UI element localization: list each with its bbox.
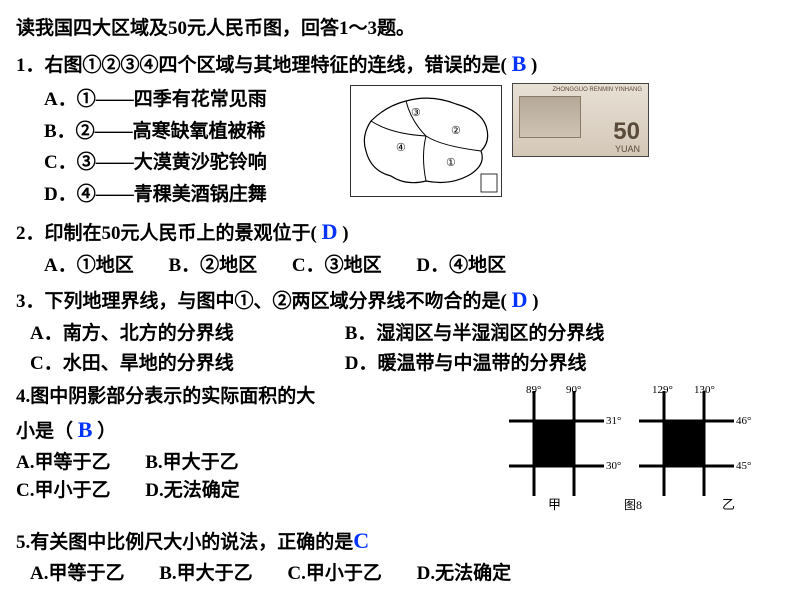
q3-opt-b: B．湿润区与半湿润区的分界线 (345, 323, 605, 344)
grid-caption: 图8 (624, 498, 642, 512)
q5-answer: C (353, 528, 369, 553)
intro-text: 读我国四大区域及50元人民币图，回答1～3题。 (16, 15, 784, 44)
q1-stem-post: ) (531, 55, 537, 76)
q4-answer: B (78, 417, 93, 442)
q4-opt-a: A.甲等于乙 (16, 449, 110, 478)
q5-opt-b: B.甲大于乙 (159, 560, 252, 589)
q5-stem-pre: 5.有关图中比例尺大小的说法，正确的是 (16, 532, 353, 553)
q1-stem: 1．右图①②③④四个区域与其地理特征的连线，错误的是( B ) (16, 47, 784, 81)
q1-answer: B (512, 51, 527, 76)
grid-r-name: 乙 (722, 497, 735, 512)
grid-r-lon1: 129° (652, 384, 673, 396)
q3-options: A．南方、北方的分界线 B．湿润区与半湿润区的分界线 C．水田、旱地的分界线 D… (16, 320, 784, 379)
q3-stem-pre: 3．下列地理界线，与图中①、②两区域分界线不吻合的是( (16, 291, 507, 312)
grid-r-lon2: 130° (694, 384, 715, 396)
grid-r-lat1: 46° (736, 415, 751, 427)
grid-l-name: 甲 (548, 497, 561, 512)
rmb-top: ZHONGGUO RENMIN YINHANG (552, 86, 642, 95)
grid-l-lon2: 90° (566, 384, 581, 396)
q2-stem-pre: 2．印制在50元人民币上的景观位于( (16, 223, 317, 244)
q5-options: A.甲等于乙 B.甲大于乙 C.甲小于乙 D.无法确定 (16, 560, 784, 589)
q3-stem: 3．下列地理界线，与图中①、②两区域分界线不吻合的是( D ) (16, 283, 784, 317)
q2-stem-post: ) (342, 223, 348, 244)
q2-opt-d: D．④地区 (416, 252, 506, 281)
q5-opt-c: C.甲小于乙 (287, 560, 381, 589)
q4-line1: 4.图中阴影部分表示的实际面积的大 (16, 383, 496, 412)
q2-opt-b: B．②地区 (168, 252, 257, 281)
map-label-4: ④ (396, 142, 406, 154)
q3-stem-post: ) (532, 291, 538, 312)
q5-opt-a: A.甲等于乙 (30, 560, 124, 589)
q5-stem: 5.有关图中比例尺大小的说法，正确的是C (16, 524, 784, 558)
grid-l-lat1: 31° (606, 415, 621, 427)
q4-opt-c: C.甲小于乙 (16, 477, 110, 506)
q3-answer: D (512, 287, 528, 312)
map-label-3: ③ (411, 107, 421, 119)
q1-stem-pre: 1．右图①②③④四个区域与其地理特征的连线，错误的是( (16, 55, 507, 76)
q4-opt-d: D.无法确定 (145, 477, 239, 506)
q2-stem: 2．印制在50元人民币上的景观位于( D ) (16, 215, 784, 249)
grid-r-lat2: 45° (736, 460, 751, 472)
q3-opt-d: D．暖温带与中温带的分界线 (345, 353, 587, 374)
map-label-2: ② (451, 125, 461, 137)
q2-answer: D (322, 219, 338, 244)
china-map: ① ② ③ ④ (350, 85, 502, 197)
q1-opt-c: C．③——大漠黄沙驼铃响 (44, 149, 344, 178)
q1-opt-d: D．④——青稞美酒锅庄舞 (44, 181, 344, 210)
map-label-1: ① (446, 157, 456, 169)
q1-opt-a: A．①——四季有花常见雨 (44, 86, 344, 115)
q2-opt-c: C．③地区 (292, 252, 382, 281)
rmb-yuan: YUAN (615, 143, 640, 157)
q3-opt-c: C．水田、旱地的分界线 (30, 350, 340, 379)
q1-opt-b: B．②——高寒缺氧植被稀 (44, 118, 344, 147)
grid-l-lon1: 89° (526, 384, 541, 396)
q5-opt-d: D.无法确定 (417, 560, 511, 589)
q4-opt-b: B.甲大于乙 (145, 449, 238, 478)
rmb-image: ZHONGGUO RENMIN YINHANG 50 YUAN (512, 83, 649, 157)
q4-options: A.甲等于乙 B.甲大于乙 C.甲小于乙 D.无法确定 (16, 449, 496, 506)
q4-line2-post: ） (97, 421, 116, 442)
q4-line2-pre: 小是（ (16, 421, 73, 442)
q3-opt-a: A．南方、北方的分界线 (30, 320, 340, 349)
rmb-building (519, 96, 581, 138)
q4-line2: 小是（ B ） (16, 413, 496, 447)
grid-l-lat2: 30° (606, 460, 621, 472)
grid-diagram: 89° 90° 31° 30° 甲 129° 130° 46° 45° 乙 图8 (504, 381, 764, 521)
q2-options: A．①地区 B．②地区 C．③地区 D．④地区 (16, 252, 784, 281)
q2-opt-a: A．①地区 (44, 252, 134, 281)
